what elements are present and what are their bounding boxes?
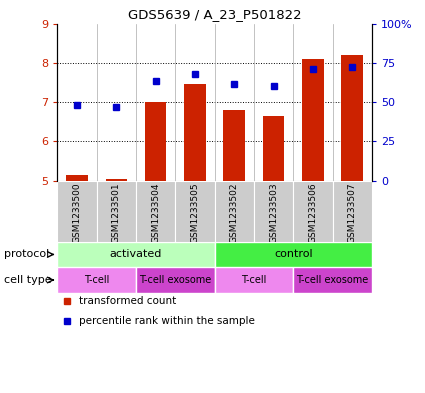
Text: protocol: protocol: [4, 250, 49, 259]
Text: control: control: [274, 250, 312, 259]
Text: GSM1233503: GSM1233503: [269, 183, 278, 243]
Text: cell type: cell type: [4, 275, 52, 285]
Bar: [332, 181, 372, 242]
Text: GSM1233500: GSM1233500: [73, 183, 82, 243]
Bar: [145, 102, 167, 181]
Text: T-cell exosome: T-cell exosome: [296, 275, 368, 285]
Bar: [66, 175, 88, 181]
Bar: [215, 181, 254, 242]
Bar: [254, 181, 293, 242]
Text: transformed count: transformed count: [79, 296, 177, 307]
Text: T-cell: T-cell: [84, 275, 109, 285]
Bar: [184, 84, 206, 181]
Text: activated: activated: [110, 250, 162, 259]
Bar: [293, 267, 372, 293]
Text: GSM1233501: GSM1233501: [112, 183, 121, 243]
Text: GSM1233504: GSM1233504: [151, 183, 160, 243]
Bar: [57, 181, 96, 242]
Bar: [57, 267, 136, 293]
Text: GSM1233506: GSM1233506: [309, 183, 317, 243]
Bar: [105, 179, 127, 181]
Text: GSM1233507: GSM1233507: [348, 183, 357, 243]
Bar: [136, 181, 175, 242]
Bar: [96, 181, 136, 242]
Bar: [341, 55, 363, 181]
Bar: [57, 242, 215, 267]
Bar: [215, 267, 293, 293]
Bar: [263, 116, 284, 181]
Bar: [215, 242, 372, 267]
Bar: [293, 181, 332, 242]
Bar: [302, 59, 324, 181]
Bar: [175, 181, 215, 242]
Text: percentile rank within the sample: percentile rank within the sample: [79, 316, 255, 326]
Bar: [136, 267, 215, 293]
Bar: [224, 110, 245, 181]
Text: GSM1233502: GSM1233502: [230, 183, 239, 243]
Text: T-cell: T-cell: [241, 275, 266, 285]
Text: GSM1233505: GSM1233505: [190, 183, 199, 243]
Text: T-cell exosome: T-cell exosome: [139, 275, 211, 285]
Title: GDS5639 / A_23_P501822: GDS5639 / A_23_P501822: [128, 8, 301, 21]
